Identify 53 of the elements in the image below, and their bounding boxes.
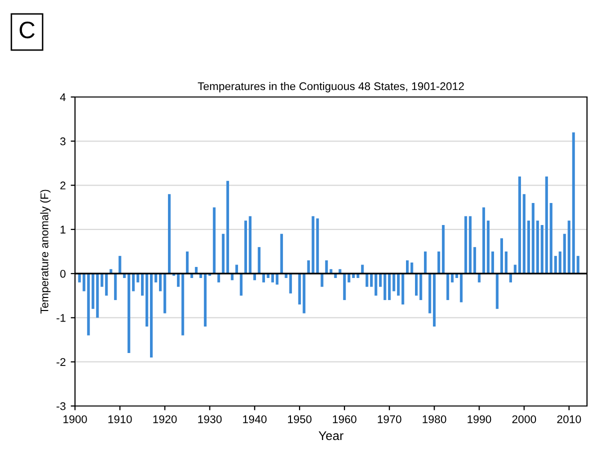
y-tick-label: 2 <box>60 182 66 190</box>
x-tick-label: 1960 <box>332 415 356 424</box>
y-tick-label: 1 <box>60 226 66 234</box>
x-tick-label: 2010 <box>557 415 581 424</box>
x-axis-title: Year <box>318 431 344 440</box>
chart-title: Temperatures in the Contiguous 48 States, 1901-2012 <box>198 82 464 92</box>
bar <box>146 274 148 327</box>
bar <box>114 274 117 300</box>
bar <box>222 234 225 274</box>
x-tick-label: 1950 <box>288 415 312 424</box>
x-tick-label: 1970 <box>378 415 402 424</box>
bar <box>168 194 171 274</box>
bar <box>402 274 404 304</box>
x-tick-label: 1920 <box>153 415 177 424</box>
y-tick-label: -3 <box>56 402 66 410</box>
bar <box>181 274 184 336</box>
bar <box>527 220 530 274</box>
bar <box>482 207 486 274</box>
y-tick-label: -1 <box>56 314 66 322</box>
bar <box>163 274 166 314</box>
text: C <box>20 22 35 38</box>
bar <box>361 264 364 274</box>
bar <box>432 274 436 327</box>
x-tick-label: 2000 <box>512 415 536 424</box>
bar <box>496 274 499 309</box>
x-tick-label: 1980 <box>422 415 446 424</box>
y-axis-title: Temperature anomaly (F) <box>40 190 51 314</box>
bar <box>522 194 526 274</box>
bar <box>150 274 153 358</box>
x-tick-label: 1990 <box>468 415 492 424</box>
x-tick-label: 1900 <box>63 415 87 424</box>
bar <box>428 274 432 314</box>
x-tick-label: 1930 <box>198 415 222 424</box>
bar <box>226 180 230 274</box>
bar <box>442 225 445 274</box>
x-tick-label: 1940 <box>243 415 267 424</box>
x-tick-label: 1910 <box>108 415 132 424</box>
bar <box>518 176 521 274</box>
bar <box>212 207 216 274</box>
y-tick-label: 3 <box>60 137 66 146</box>
bar <box>248 216 252 274</box>
bar <box>320 274 324 287</box>
y-tick-label: 0 <box>60 270 66 278</box>
bar <box>204 274 207 327</box>
bar <box>118 256 122 274</box>
bar <box>460 274 463 302</box>
bar <box>486 220 490 274</box>
y-tick-label: 4 <box>60 93 66 102</box>
bar <box>464 216 468 274</box>
y-tick-label: -2 <box>56 358 66 366</box>
bar <box>244 220 248 274</box>
bar <box>468 216 472 274</box>
bar <box>280 234 283 274</box>
